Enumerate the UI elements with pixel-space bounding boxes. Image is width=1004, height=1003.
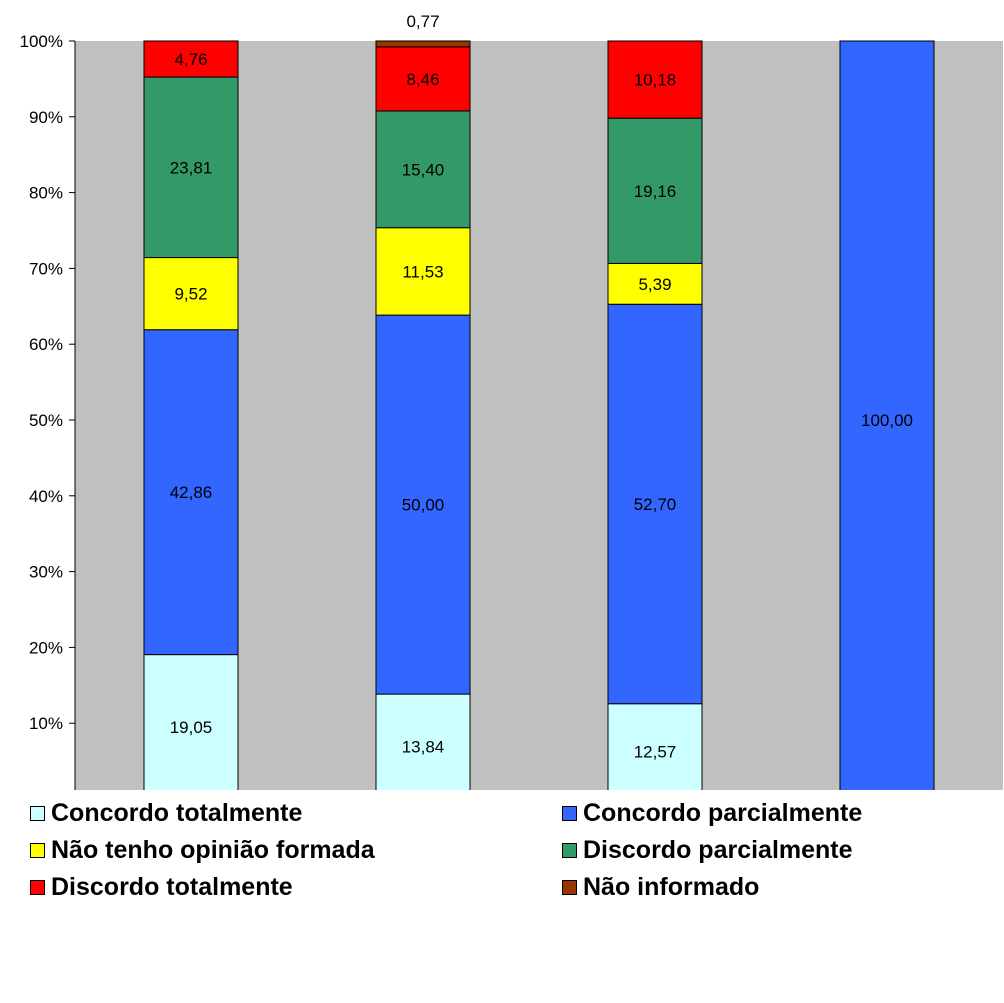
y-tick-label: 50% bbox=[29, 411, 63, 430]
data-label: 50,00 bbox=[402, 496, 445, 515]
data-label: 11,53 bbox=[402, 262, 443, 281]
bar-segment-nao-informado-de-31-a-40-anos bbox=[375, 40, 471, 48]
legend-item-nao-informado: Não informado bbox=[562, 869, 759, 905]
bar-segment-concordo-totalmente-de-22-a-30-anos bbox=[143, 654, 239, 790]
stacked-bar-chart: 0%10%20%30%40%50%60%70%80%90%100%19,0542… bbox=[20, 12, 1003, 790]
bar-segment-concordo-parcialmente-mais-de-40-anos bbox=[607, 303, 703, 705]
y-tick-label: 10% bbox=[29, 714, 63, 733]
data-label: 0,77 bbox=[406, 12, 439, 31]
legend-swatch-concordo-totalmente bbox=[30, 805, 45, 821]
legend-item-discordo-parcialmente: Discordo parcialmente bbox=[562, 832, 853, 868]
data-label: 4,76 bbox=[174, 50, 207, 69]
legend-item-concordo-totalmente: Concordo totalmente bbox=[30, 795, 302, 831]
data-label: 5,39 bbox=[638, 275, 671, 294]
bar-segment-discordo-parcialmente-de-31-a-40-anos bbox=[375, 110, 471, 229]
data-label: 100,00 bbox=[861, 411, 913, 430]
bar-segment-nao-tenho-opiniao-formada-de-31-a-40-anos bbox=[375, 227, 471, 316]
legend-label: Concordo totalmente bbox=[51, 798, 303, 827]
y-tick-label: 100% bbox=[20, 32, 63, 51]
y-tick-label: 40% bbox=[29, 487, 63, 506]
legend-label: Discordo totalmente bbox=[51, 872, 293, 901]
data-label: 8,46 bbox=[406, 70, 439, 89]
legend-label: Discordo parcialmente bbox=[583, 835, 853, 864]
data-label: 10,18 bbox=[634, 71, 677, 90]
legend-swatch-nao-informado bbox=[562, 879, 577, 895]
legend-swatch-concordo-parcialmente bbox=[562, 805, 577, 821]
y-tick-label: 70% bbox=[29, 259, 63, 278]
data-label: 12,57 bbox=[634, 742, 677, 761]
legend-label: Não informado bbox=[583, 872, 760, 901]
data-label: 42,86 bbox=[170, 483, 213, 502]
data-label: 19,05 bbox=[170, 718, 213, 737]
y-tick-label: 20% bbox=[29, 638, 63, 657]
legend-label: Concordo parcialmente bbox=[583, 798, 863, 827]
bar-segment-discordo-totalmente-mais-de-40-anos bbox=[607, 40, 703, 119]
bar-segment-concordo-parcialmente-de-31-a-40-anos bbox=[375, 314, 471, 695]
y-tick-label: 30% bbox=[29, 563, 63, 582]
legend-label: Não tenho opinião formada bbox=[51, 835, 375, 864]
bar-segment-concordo-totalmente-mais-de-40-anos bbox=[607, 703, 703, 790]
bar-segment-nao-tenho-opiniao-formada-mais-de-40-anos bbox=[607, 262, 703, 305]
legend-swatch-nao-tenho-opiniao bbox=[30, 842, 45, 858]
legend-swatch-discordo-totalmente bbox=[30, 879, 45, 895]
y-tick-label: 90% bbox=[29, 108, 63, 127]
data-label: 15,40 bbox=[402, 160, 445, 179]
bar-segment-concordo-parcialmente-nao-informado bbox=[839, 40, 935, 790]
legend-item-concordo-parcialmente: Concordo parcialmente bbox=[562, 795, 862, 831]
data-label: 19,16 bbox=[634, 182, 677, 201]
data-label: 52,70 bbox=[634, 495, 677, 514]
bar-segment-concordo-totalmente-de-31-a-40-anos bbox=[375, 693, 471, 790]
data-label: 13,84 bbox=[402, 738, 445, 757]
legend-item-nao-tenho-opiniao: Não tenho opinião formada bbox=[30, 832, 375, 868]
data-label: 9,52 bbox=[174, 285, 207, 304]
y-tick-label: 60% bbox=[29, 335, 63, 354]
y-tick-label: 80% bbox=[29, 184, 63, 203]
legend: Concordo totalmente Concordo parcialment… bbox=[30, 795, 990, 1000]
legend-item-discordo-totalmente: Discordo totalmente bbox=[30, 869, 293, 905]
bar-segment-discordo-totalmente-de-22-a-30-anos bbox=[143, 40, 239, 78]
bar-segment-discordo-parcialmente-mais-de-40-anos bbox=[607, 117, 703, 264]
legend-swatch-discordo-parcialmente bbox=[562, 842, 577, 858]
data-label: 23,81 bbox=[170, 158, 213, 177]
